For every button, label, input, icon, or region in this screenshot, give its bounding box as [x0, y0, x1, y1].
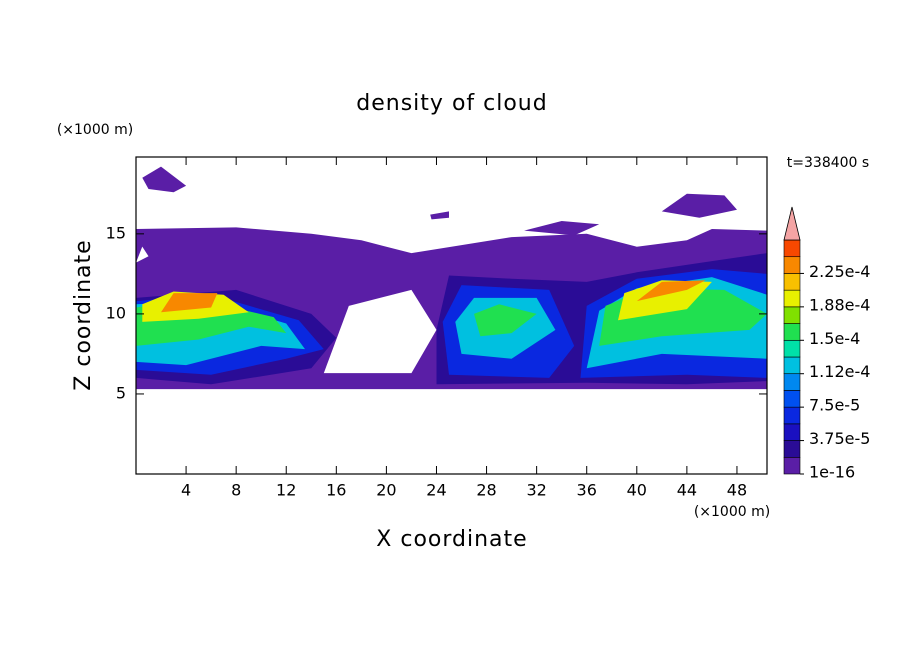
colorbar-label: 1.88e-4 — [809, 295, 870, 314]
x-tick-label: 4 — [181, 481, 191, 500]
colorbar-band — [783, 423, 801, 441]
y-tick-label: 10 — [106, 303, 126, 322]
chart-title: density of cloud — [356, 91, 547, 116]
colorbar-band — [783, 390, 801, 408]
x-tick-label: 40 — [627, 481, 647, 500]
contour-field — [136, 166, 767, 390]
colorbar-band — [783, 239, 801, 258]
x-tick-label: 36 — [577, 481, 597, 500]
contour-region — [636, 280, 706, 302]
contour-region — [618, 280, 712, 321]
contour-region — [142, 166, 187, 193]
colorbar-band — [783, 339, 801, 358]
colorbar-band — [783, 256, 801, 274]
x-tick-label: 28 — [476, 481, 496, 500]
colorbar-band — [783, 456, 801, 475]
contour-region — [524, 221, 600, 236]
contour-region — [161, 293, 218, 313]
colorbar-label: 3.75e-5 — [809, 429, 870, 448]
x-tick-label: 8 — [231, 481, 241, 500]
x-tick-label: 24 — [426, 481, 446, 500]
plot-frame — [135, 156, 768, 475]
x-tick-label: 20 — [376, 481, 396, 500]
contour-region — [430, 211, 449, 220]
x-unit: (×1000 m) — [694, 504, 770, 520]
time-annotation: t=338400 s — [787, 155, 869, 171]
colorbar-band — [783, 356, 801, 375]
colorbar-band — [783, 323, 801, 341]
colorbar-label: 1e-16 — [809, 463, 855, 482]
y-tick-label: 5 — [116, 383, 126, 402]
x-tick-label: 48 — [727, 481, 747, 500]
x-tick-label: 12 — [276, 481, 296, 500]
colorbar-band — [783, 406, 801, 425]
colorbar-label: 1.5e-4 — [809, 329, 860, 348]
y-axis-label: Z coordinate — [71, 239, 96, 390]
colorbar-band — [783, 373, 801, 391]
contour-region — [474, 304, 537, 337]
x-tick-label: 16 — [326, 481, 346, 500]
colorbar-label: 1.12e-4 — [809, 362, 870, 381]
y-unit: (×1000 m) — [57, 122, 133, 138]
contour-region — [661, 193, 737, 218]
x-axis-label: X coordinate — [376, 527, 527, 552]
x-tick-label: 44 — [677, 481, 697, 500]
colorbar-band — [783, 306, 801, 324]
clear-region — [323, 289, 437, 374]
colorbar-band — [783, 289, 801, 308]
x-tick-label: 32 — [526, 481, 546, 500]
colorbar-label: 7.5e-5 — [809, 396, 860, 415]
colorbar-over — [783, 206, 801, 241]
clear-region — [136, 246, 149, 263]
colorbar-band — [783, 273, 801, 291]
y-tick-label: 15 — [106, 223, 126, 242]
colorbar-band — [783, 440, 801, 458]
colorbar-label: 2.25e-4 — [809, 262, 870, 281]
